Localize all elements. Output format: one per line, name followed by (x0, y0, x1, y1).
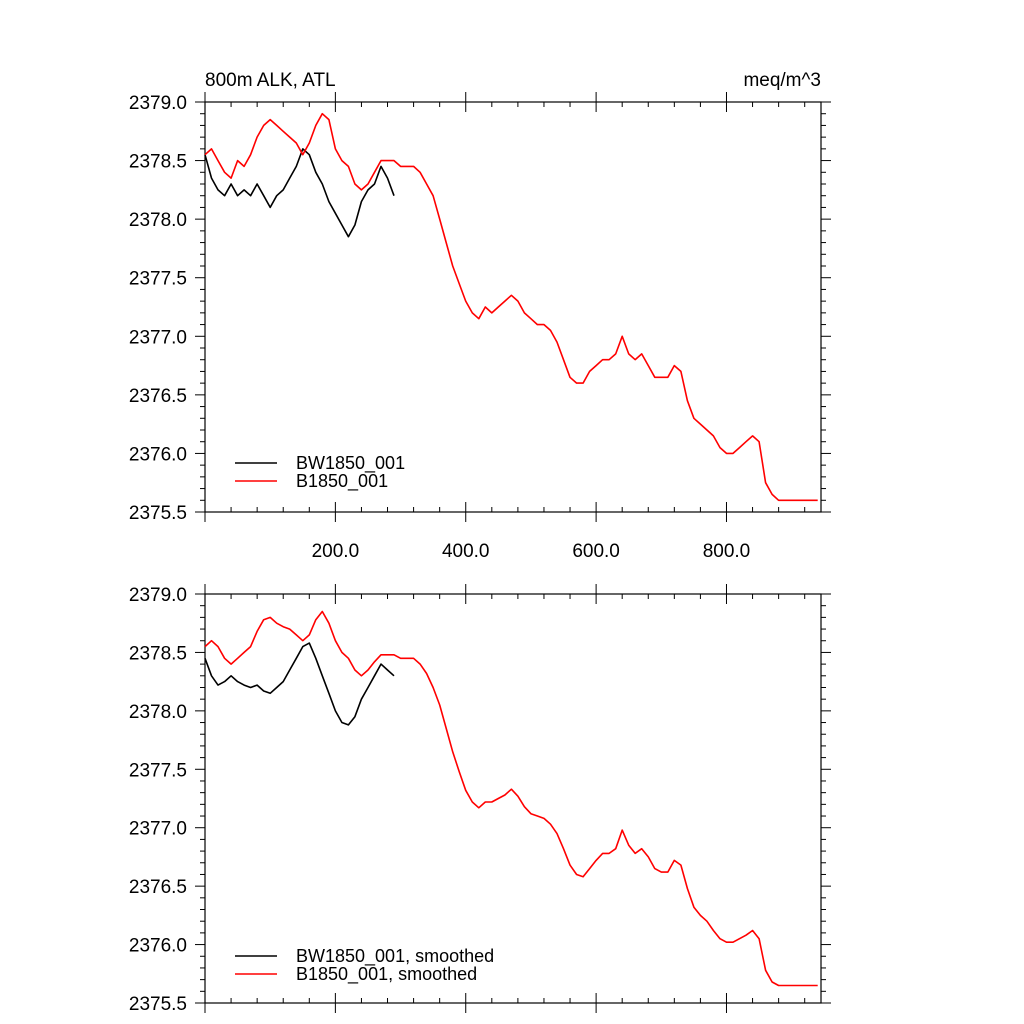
bottom-y-tick-label: 2378.0 (129, 702, 187, 723)
top-y-tick-label: 2375.5 (129, 503, 187, 524)
top-panel: 200.0 400.0 600.0 800.0 2375.5 2376.0 2376.5 23… (129, 92, 831, 562)
bottom-y-tick-label: 2377.5 (129, 760, 187, 781)
bottom-y-tick-label: 2376.5 (129, 877, 187, 898)
top-x-tick-label: 800.0 (703, 541, 751, 562)
top-plot-frame (204, 101, 822, 513)
top-y-tick-label: 2377.0 (129, 327, 187, 348)
top-series-line-bw1850 (204, 148, 395, 238)
bottom-panel: 2375.5 2376.0 2376.5 2377.0 2377.5 2378.0 2378… (129, 584, 831, 1015)
top-x-tick-label: 200.0 (312, 541, 360, 562)
top-x-tick-label: 600.0 (572, 541, 620, 562)
bottom-series-line-b1850 (204, 610, 818, 987)
bottom-y-tick-label: 2377.0 (129, 819, 187, 840)
bottom-legend-label: BW1850_001, smoothed (296, 946, 494, 967)
top-y-tick-label: 2377.5 (129, 269, 187, 290)
chart-title: 800m ALK, ATL (205, 70, 336, 91)
top-y-tick-label: 2376.5 (129, 386, 187, 407)
bottom-y-tick-label: 2379.0 (129, 585, 187, 606)
bottom-y-tick-label: 2376.0 (129, 936, 187, 957)
top-y-tick-label: 2378.0 (129, 210, 187, 231)
top-legend-label: B1850_001 (296, 471, 388, 492)
bottom-legend-label: B1850_001, smoothed (296, 964, 477, 985)
bottom-y-tick-label: 2378.5 (129, 643, 187, 664)
chart-units: meq/m^3 (743, 70, 821, 91)
bottom-plot-frame (204, 593, 822, 1004)
top-legend-label: BW1850_001 (296, 453, 405, 474)
top-y-tick-label: 2378.5 (129, 152, 187, 173)
bottom-y-tick-label: 2375.5 (129, 994, 187, 1015)
top-series-line-b1850 (204, 112, 818, 502)
top-x-tick-label: 400.0 (442, 541, 490, 562)
bottom-series-line-bw1850 (204, 642, 395, 726)
top-y-tick-label: 2376.0 (129, 444, 187, 465)
top-y-tick-label: 2379.0 (129, 93, 187, 114)
